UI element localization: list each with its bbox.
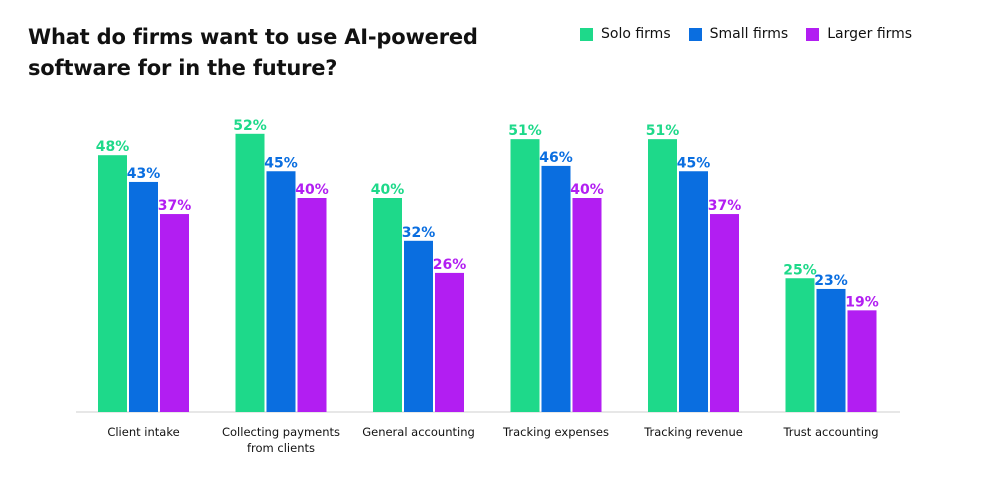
data-label: 40% [371,182,405,198]
bar [404,240,433,412]
bar [297,198,327,412]
legend-item-small: Small firms [688,26,789,42]
bar [435,272,464,412]
bar [679,171,708,412]
legend-item-larger: Larger firms [806,26,912,42]
category-label: Client intake [107,425,179,439]
bar [847,310,877,412]
data-label: 26% [433,257,467,273]
bar [235,133,265,413]
legend: Solo firms Small firms Larger firms [580,26,912,42]
data-label: 46% [539,150,573,166]
bar [816,288,846,412]
category-label: Collecting payments [222,425,340,439]
category-label: General accounting [362,425,475,439]
category-label: from clients [247,441,315,455]
bar [541,165,571,412]
category-label: Tracking expenses [502,425,609,439]
data-label: 37% [708,198,742,214]
data-label: 25% [783,262,817,278]
data-label: 51% [508,123,542,139]
category-label: Tracking revenue [643,425,743,439]
bar [373,198,402,412]
legend-label-larger: Larger firms [827,26,913,42]
data-label: 37% [158,198,192,214]
data-label: 19% [845,294,879,310]
legend-swatch-solo [580,27,593,41]
bar [572,198,602,412]
data-label: 40% [570,182,604,198]
bar [98,155,127,412]
bar [160,214,189,412]
legend-swatch-small [688,27,702,41]
data-label: 45% [264,155,298,171]
bar [710,214,739,412]
bar [266,171,296,412]
bar [648,139,677,412]
chart-title: What do firms want to use AI-powered sof… [28,25,478,80]
bar [129,181,158,412]
bar [510,139,540,412]
data-label: 40% [295,182,329,198]
category-label: Trust accounting [782,425,878,439]
legend-label-solo: Solo firms [601,26,671,42]
legend-item-solo: Solo firms [580,26,671,42]
data-label: 51% [646,123,680,139]
data-label: 48% [96,139,130,155]
legend-swatch-larger [806,27,820,41]
bar [785,278,815,412]
data-label: 45% [677,155,711,171]
data-label: 23% [814,273,848,289]
data-label: 52% [233,118,267,134]
data-label: 32% [402,225,436,241]
data-label: 43% [127,166,161,182]
legend-label-small: Small firms [709,26,789,42]
